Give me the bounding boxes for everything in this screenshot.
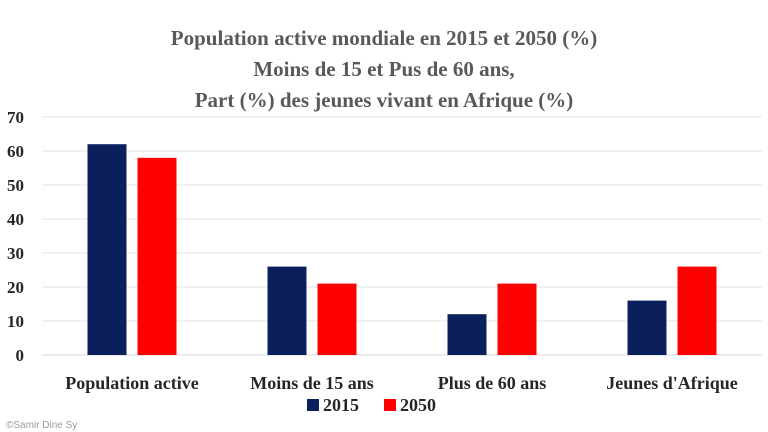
bars — [87, 144, 717, 355]
chart-title-line-1: Population active mondiale en 2015 et 20… — [171, 26, 597, 50]
bar-2050-3 — [677, 266, 717, 355]
chart-title: Population active mondiale en 2015 et 20… — [171, 26, 597, 112]
y-tick-label: 60 — [7, 142, 24, 161]
bar-2050-0 — [137, 157, 177, 355]
watermark: ©Samir Dine Sy — [6, 420, 77, 431]
y-tick-label: 0 — [16, 346, 25, 365]
x-tick-label: Jeunes d'Afrique — [606, 373, 738, 393]
chart-title-line-3: Part (%) des jeunes vivant en Afrique (%… — [195, 88, 574, 112]
legend: 2015 2050 — [307, 395, 436, 415]
y-tick-label: 30 — [7, 244, 24, 263]
x-tick-label: Population active — [65, 373, 199, 393]
legend-label-2050: 2050 — [400, 395, 436, 415]
y-tick-label: 40 — [7, 210, 24, 229]
bar-2015-0 — [87, 144, 127, 355]
legend-label-2015: 2015 — [323, 395, 359, 415]
legend-swatch-2050 — [384, 399, 396, 411]
y-axis: 0 10 20 30 40 50 60 70 — [7, 108, 24, 365]
x-tick-label: Moins de 15 ans — [250, 373, 374, 393]
bar-2050-1 — [317, 283, 357, 355]
y-tick-label: 20 — [7, 278, 24, 297]
bar-2050-2 — [497, 283, 537, 355]
bar-2015-2 — [447, 314, 487, 355]
bar-2015-1 — [267, 266, 307, 355]
x-axis: Population active Moins de 15 ans Plus de … — [65, 373, 738, 393]
legend-swatch-2015 — [307, 399, 319, 411]
y-tick-label: 70 — [7, 108, 24, 127]
y-tick-label: 10 — [7, 312, 24, 331]
bar-2015-3 — [627, 300, 667, 355]
y-tick-label: 50 — [7, 176, 24, 195]
chart-title-line-2: Moins de 15 et Pus de 60 ans, — [253, 57, 514, 81]
x-tick-label: Plus de 60 ans — [438, 373, 547, 393]
